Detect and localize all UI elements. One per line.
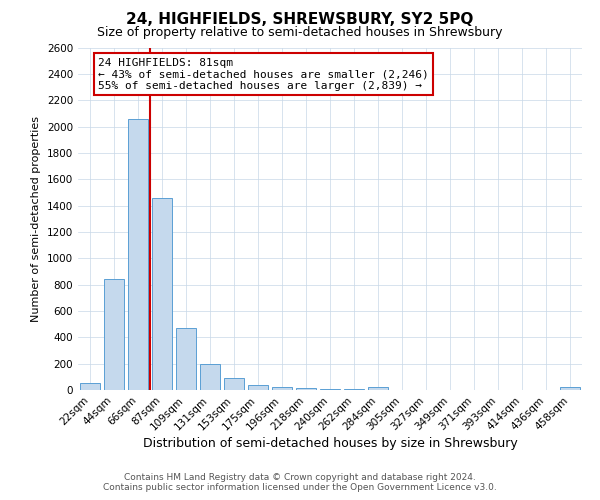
- Bar: [320, 388, 340, 390]
- Bar: [224, 378, 244, 390]
- Bar: [272, 386, 292, 390]
- Text: Size of property relative to semi-detached houses in Shrewsbury: Size of property relative to semi-detach…: [97, 26, 503, 39]
- Bar: [128, 118, 148, 390]
- Bar: [104, 280, 124, 390]
- Bar: [368, 388, 388, 390]
- Bar: [248, 384, 268, 390]
- Text: 24, HIGHFIELDS, SHREWSBURY, SY2 5PQ: 24, HIGHFIELDS, SHREWSBURY, SY2 5PQ: [127, 12, 473, 28]
- Y-axis label: Number of semi-detached properties: Number of semi-detached properties: [31, 116, 41, 322]
- Bar: [344, 389, 364, 390]
- Text: 24 HIGHFIELDS: 81sqm
← 43% of semi-detached houses are smaller (2,246)
55% of se: 24 HIGHFIELDS: 81sqm ← 43% of semi-detac…: [98, 58, 429, 91]
- Bar: [80, 384, 100, 390]
- Bar: [152, 198, 172, 390]
- Bar: [296, 388, 316, 390]
- X-axis label: Distribution of semi-detached houses by size in Shrewsbury: Distribution of semi-detached houses by …: [143, 438, 517, 450]
- Bar: [176, 328, 196, 390]
- Bar: [560, 388, 580, 390]
- Text: Contains HM Land Registry data © Crown copyright and database right 2024.
Contai: Contains HM Land Registry data © Crown c…: [103, 473, 497, 492]
- Bar: [200, 364, 220, 390]
